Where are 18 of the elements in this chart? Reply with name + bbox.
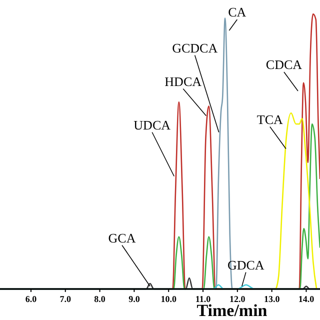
annotation: CDCA xyxy=(266,57,303,72)
annotation: GCA xyxy=(108,230,136,246)
x-axis-title: Time/min xyxy=(196,301,268,320)
x-tick-label: 8.0 xyxy=(94,294,106,304)
annotation: HDCA xyxy=(164,74,202,89)
x-tick-label: 9.0 xyxy=(128,294,140,304)
annotation: CA xyxy=(228,4,247,20)
x-tick-label: 14.0 xyxy=(298,294,315,304)
annotation: UDCA xyxy=(134,117,172,132)
x-tick-label: 11.0 xyxy=(195,294,212,304)
x-tick-label: 10.0 xyxy=(160,294,177,304)
x-tick-label: 7.0 xyxy=(60,294,72,304)
annotation: GCDCA xyxy=(172,40,218,56)
annotation: GDCA xyxy=(227,257,265,272)
x-tick-label: 12.0 xyxy=(230,294,246,304)
x-tick-label: 6.0 xyxy=(25,294,38,304)
annotation: TCA xyxy=(256,112,284,127)
x-tick-label: 13.0 xyxy=(264,294,280,304)
